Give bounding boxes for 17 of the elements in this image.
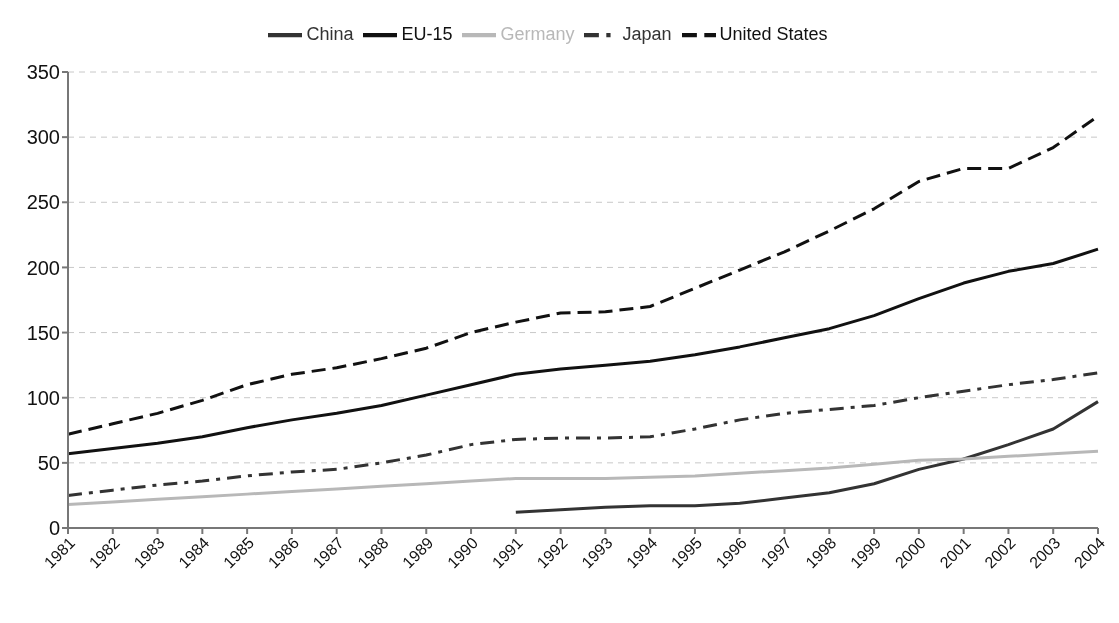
legend-label: EU-15	[401, 23, 453, 44]
legend-label: Japan	[622, 23, 672, 44]
line-series	[514, 400, 1100, 514]
legend-label: Germany	[500, 23, 575, 44]
line-series	[66, 449, 1100, 507]
y-tick-label: 100	[26, 386, 60, 409]
y-tick-label: 250	[26, 191, 60, 214]
line-series	[66, 371, 1100, 497]
y-tick-label: 200	[26, 256, 60, 279]
y-tick-label: 0	[48, 517, 60, 540]
y-tick-label: 50	[37, 451, 60, 474]
y-tick-label: 150	[26, 321, 60, 344]
line-series	[66, 247, 1100, 456]
legend-label: China	[306, 23, 354, 44]
y-tick-label: 350	[26, 61, 60, 84]
legend-label: United States	[719, 23, 828, 44]
y-tick-label: 300	[26, 126, 60, 149]
